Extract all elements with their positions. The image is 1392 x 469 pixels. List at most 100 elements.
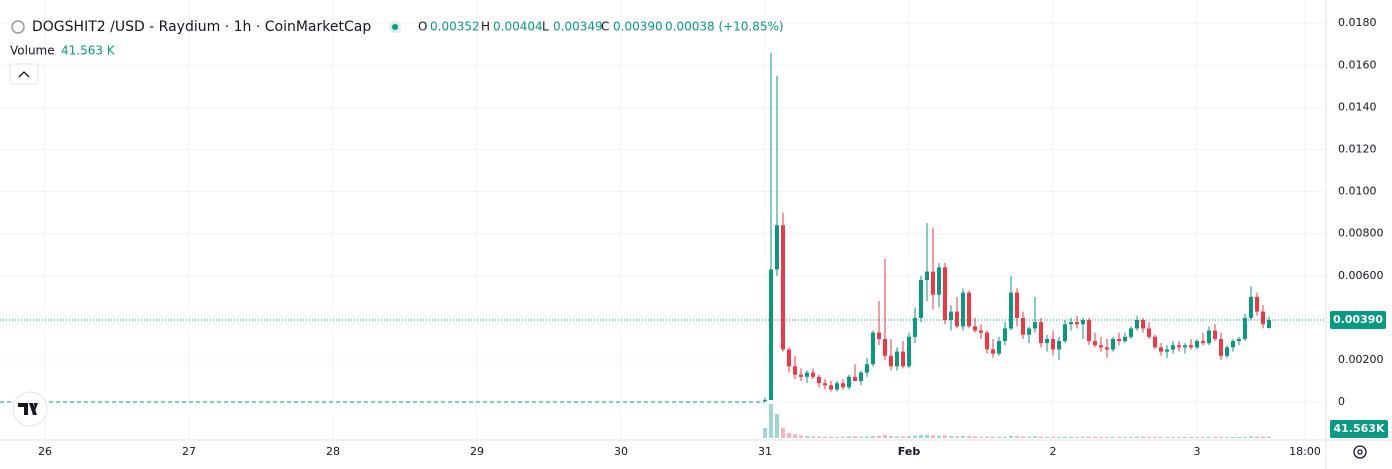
candle-body <box>1249 296 1253 318</box>
candle-body <box>1141 320 1145 329</box>
volume-bar <box>793 434 797 438</box>
x-tick-label: Feb <box>898 445 921 458</box>
volume-bar <box>1033 436 1037 438</box>
ohlc-value: 0.00352 <box>430 20 480 34</box>
volume-bar <box>817 436 821 438</box>
ohlc-key: L <box>542 20 549 34</box>
volume-bar <box>1261 436 1265 438</box>
candle-body <box>985 332 989 350</box>
volume-bar <box>1159 437 1163 438</box>
y-tick-label: 0.0140 <box>1338 100 1377 113</box>
volume-bar <box>1099 437 1103 438</box>
candle-body <box>1225 347 1229 356</box>
volume-bar <box>841 436 845 438</box>
volume-bar <box>967 436 971 438</box>
volume-bar <box>787 433 791 438</box>
volume-bar <box>949 436 953 438</box>
last-price-label: 0.00390 <box>1333 313 1383 326</box>
volume-bar <box>829 436 833 438</box>
candle-body <box>865 364 869 373</box>
candle-body <box>955 311 959 327</box>
x-tick-label: 3 <box>1194 445 1201 458</box>
volume-bar <box>1195 437 1199 438</box>
volume-bar <box>853 436 857 438</box>
candle-body <box>961 292 965 327</box>
candle-body <box>1021 317 1025 335</box>
volume-bar <box>1231 437 1235 438</box>
y-tick-label: 0.00800 <box>1338 227 1384 240</box>
volume-bar <box>1039 436 1043 438</box>
volume-badge <box>1330 420 1388 438</box>
volume-bar <box>769 404 773 438</box>
candle-body <box>913 317 917 337</box>
volume-bar <box>1165 437 1169 438</box>
y-tick-label: 0 <box>1338 395 1345 408</box>
volume-bar <box>913 435 917 438</box>
volume-axis-label: 41.563K <box>1334 422 1385 435</box>
candle-body <box>997 341 1001 354</box>
candle-body <box>1207 330 1211 344</box>
volume-bar <box>1021 436 1025 438</box>
candle-body <box>889 355 893 367</box>
volume-bar <box>1267 436 1271 438</box>
candle-body <box>949 311 953 320</box>
volume-bar <box>1237 437 1241 438</box>
volume-bar <box>1015 436 1019 438</box>
volume-bar <box>1135 436 1139 438</box>
candle-body <box>1243 317 1247 339</box>
candle-body <box>841 383 845 388</box>
volume-bar <box>1051 436 1055 438</box>
volume-bar <box>1213 436 1217 438</box>
volume-bar <box>859 436 863 438</box>
settings-icon[interactable] <box>1353 445 1367 459</box>
x-tick-label: 26 <box>38 445 52 458</box>
candle-body <box>1153 336 1157 348</box>
volume-bar <box>1105 436 1109 438</box>
y-tick-label: 0.00600 <box>1338 269 1384 282</box>
candle-body <box>883 338 887 356</box>
volume-bar <box>823 436 827 438</box>
volume-bar <box>991 436 995 438</box>
volume-bar <box>1249 436 1253 438</box>
collapse-button[interactable] <box>9 63 39 85</box>
volume-bar <box>931 435 935 438</box>
candle-body <box>1033 322 1037 329</box>
volume-bar <box>1003 436 1007 438</box>
y-tick-label: 0.00200 <box>1338 353 1384 366</box>
candle-body <box>895 351 899 367</box>
legend-header: DOGSHIT2 /USD - Raydium · 1h · CoinMarke… <box>9 19 784 85</box>
candle-body <box>1123 336 1127 342</box>
symbol-title: DOGSHIT2 /USD - Raydium · 1h · CoinMarke… <box>32 19 371 35</box>
candle-body <box>937 267 941 295</box>
volume-value: 41.563 K <box>61 44 116 58</box>
candle-body <box>1051 338 1055 350</box>
x-tick-label: 28 <box>326 445 340 458</box>
volume-bar <box>979 436 983 438</box>
volume-bar <box>961 435 965 438</box>
volume-bar <box>1201 437 1205 438</box>
x-tick-label: 18:00 <box>1289 445 1321 458</box>
symbol-logo <box>11 20 25 34</box>
ohlc-key: C <box>601 20 609 34</box>
volume-bar <box>883 435 887 438</box>
status-dot <box>392 24 398 30</box>
grid <box>0 0 1326 440</box>
volume-bar <box>799 435 803 438</box>
candle-body <box>1159 347 1163 352</box>
candle-body <box>1045 338 1049 344</box>
candle-body <box>1189 345 1193 348</box>
volume-bar <box>877 435 881 438</box>
volume-bar <box>997 436 1001 438</box>
volume-bar <box>1075 436 1079 438</box>
candle-body <box>1003 328 1007 342</box>
volume-bar <box>1207 436 1211 438</box>
volume-bar <box>937 435 941 438</box>
candle-body <box>1213 330 1217 339</box>
candle-body <box>853 376 857 382</box>
candle-body <box>1069 322 1073 325</box>
volume-bar <box>907 436 911 438</box>
candle-body <box>1087 320 1091 342</box>
volume-bar <box>1243 436 1247 438</box>
